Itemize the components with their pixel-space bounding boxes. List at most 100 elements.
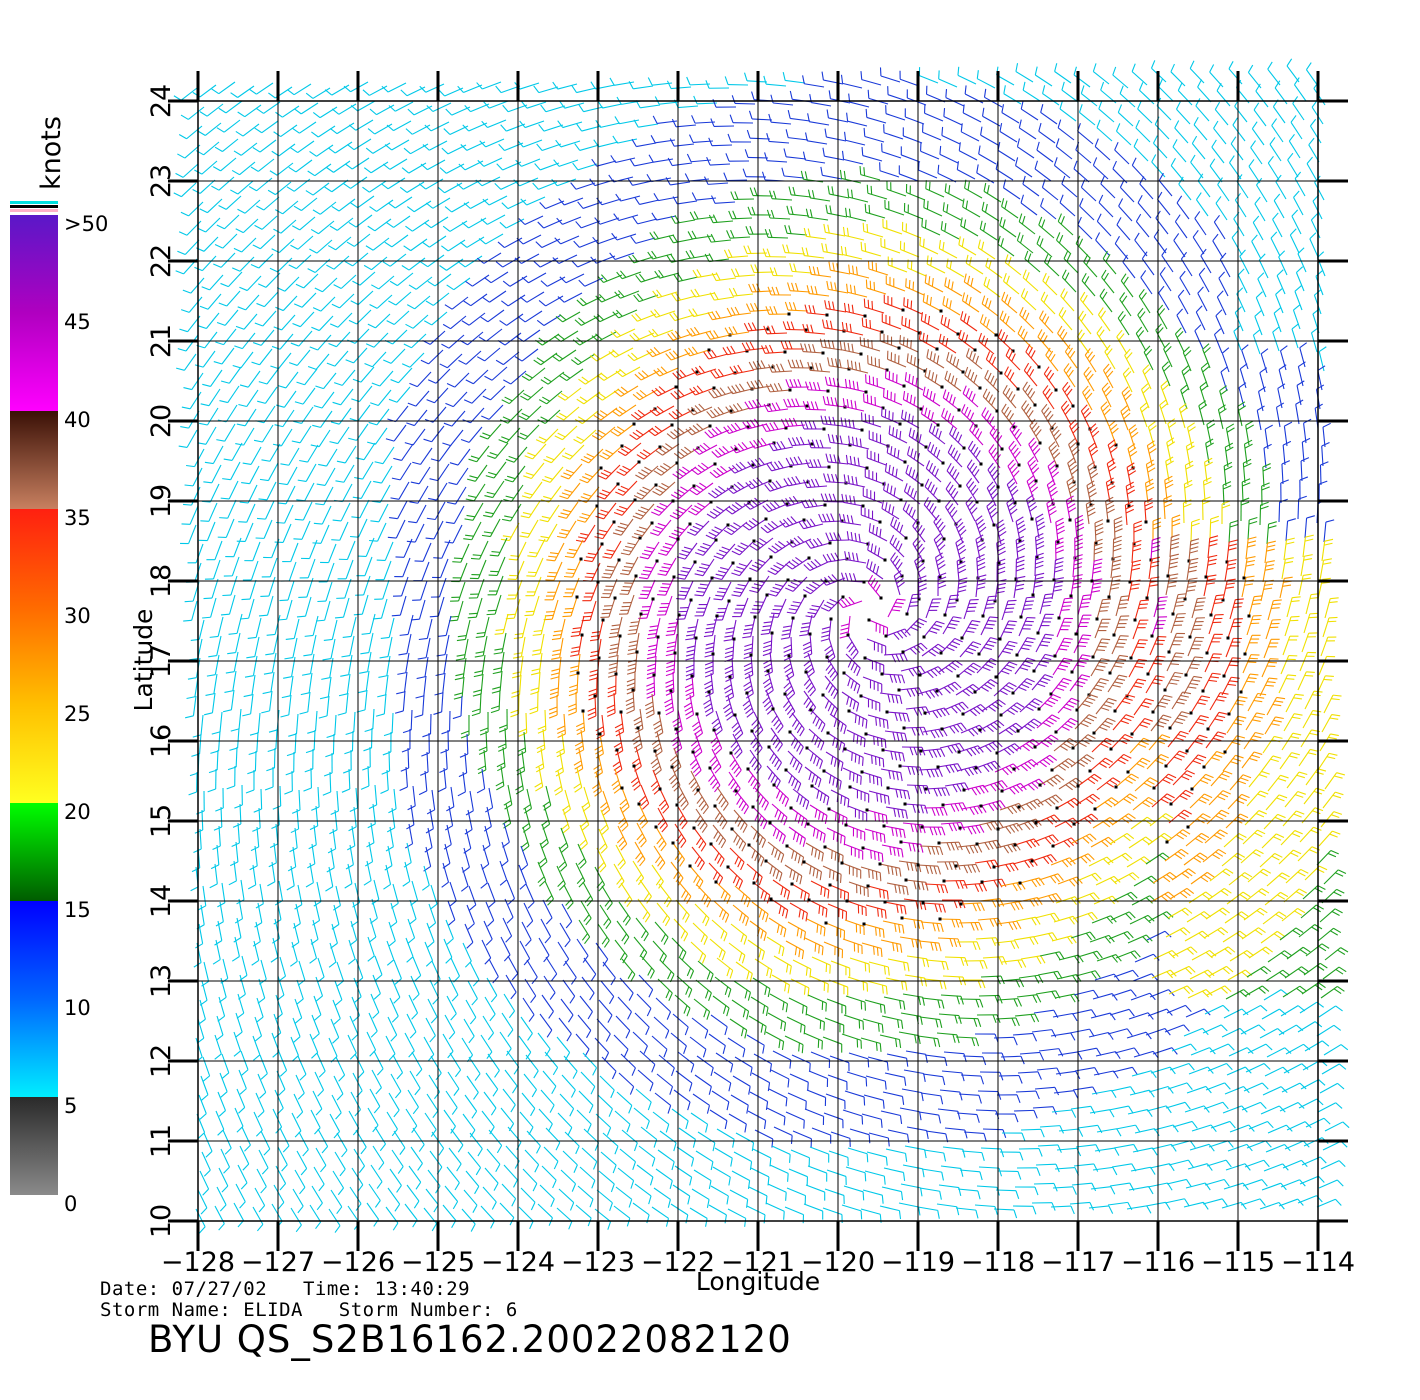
wind-barb	[659, 1055, 674, 1076]
wind-barb	[843, 398, 864, 411]
colorbar-tick-label: 30	[64, 604, 91, 628]
wind-barb	[1054, 157, 1070, 178]
wind-barb	[208, 636, 221, 657]
wind-barb	[1065, 345, 1077, 368]
wind-barb	[371, 994, 379, 1018]
wind-barb	[332, 199, 355, 211]
wind-barb	[557, 714, 565, 737]
wind-barb	[677, 1147, 694, 1167]
wind-barb	[330, 123, 354, 134]
wind-barb	[905, 108, 924, 124]
wind-barb	[402, 163, 426, 173]
wind-barb	[672, 119, 696, 127]
wind-barb	[637, 1165, 653, 1185]
wind-barb	[602, 559, 621, 578]
wind-barb	[622, 1130, 637, 1151]
wind-barb	[1033, 1107, 1056, 1115]
wind-barb	[767, 133, 789, 143]
wind-barb	[658, 1150, 674, 1170]
wind-barb	[1064, 363, 1075, 387]
wind-barb	[826, 454, 848, 464]
wind-barb	[1211, 771, 1232, 786]
wind-barb	[786, 1112, 804, 1129]
wind-barb	[865, 204, 885, 218]
wind-barb	[1171, 158, 1184, 181]
wind-barb	[849, 786, 869, 803]
wind-barb	[672, 938, 686, 960]
wind-barb	[406, 410, 427, 426]
wind-barb	[311, 126, 335, 137]
wind-barb	[713, 1167, 730, 1185]
wind-barb	[527, 960, 537, 984]
wind-barb	[1172, 1044, 1196, 1051]
wind-barb	[750, 438, 776, 448]
wind-barb	[1109, 655, 1128, 674]
wind-barb	[481, 310, 504, 322]
wind-barb	[888, 86, 907, 101]
wind-barb	[1076, 695, 1098, 712]
wind-barb	[617, 1092, 632, 1113]
wind-barb	[1160, 400, 1168, 424]
wind-barb	[518, 311, 542, 322]
wind-barb	[325, 85, 349, 95]
wind-barb	[1058, 326, 1070, 349]
wind-barb	[445, 525, 462, 543]
wind-barb	[1132, 541, 1141, 563]
wind-barb	[477, 253, 501, 263]
wind-barb	[1247, 791, 1268, 806]
wind-barb	[345, 864, 352, 888]
wind-barb	[925, 884, 948, 893]
wind-barb	[1070, 675, 1090, 691]
wind-barb	[1112, 1164, 1136, 1171]
wind-barb	[276, 1166, 286, 1190]
wind-barb	[1207, 1160, 1231, 1167]
wind-barb	[438, 616, 451, 636]
wind-barb	[372, 485, 390, 502]
wind-barb	[774, 956, 791, 974]
wind-barb	[712, 446, 738, 457]
wind-barb	[1168, 908, 1192, 918]
wind-barb	[273, 429, 292, 446]
wind-barb	[1055, 718, 1079, 733]
wind-barb	[426, 1018, 435, 1042]
wind-barb	[313, 202, 336, 214]
wind-barb	[695, 559, 714, 576]
wind-barb	[545, 881, 554, 905]
wind-barb	[634, 484, 657, 500]
wind-barb	[463, 943, 471, 967]
wind-barb	[223, 690, 234, 712]
wind-barb	[224, 443, 242, 460]
wind-barb	[352, 1168, 363, 1192]
wind-barb	[325, 180, 348, 192]
wind-barb	[262, 558, 277, 577]
wind-barb	[861, 242, 881, 256]
wind-barb	[1057, 232, 1071, 254]
wind-barb	[394, 558, 410, 577]
wind-barb	[1099, 101, 1114, 122]
wind-barb	[579, 278, 603, 286]
wind-barb	[295, 1170, 305, 1194]
wind-barb	[1273, 213, 1282, 237]
wind-barb	[928, 442, 945, 464]
wind-barb	[1251, 141, 1262, 164]
wind-barb	[615, 940, 627, 963]
wind-barb	[982, 202, 999, 221]
wind-barb	[412, 448, 432, 464]
wind-barb	[464, 294, 487, 306]
wind-barb	[1282, 908, 1305, 921]
wind-barb	[1029, 438, 1040, 462]
wind-barb	[460, 237, 484, 247]
wind-barb	[727, 866, 743, 889]
wind-barb	[1016, 517, 1026, 543]
wind-barb	[583, 563, 600, 581]
wind-barb	[413, 562, 429, 581]
wind-barb	[1203, 1199, 1227, 1206]
colorbar-tick-label: 10	[64, 996, 91, 1020]
wind-barb	[180, 525, 196, 544]
wind-barb	[679, 1128, 695, 1148]
wind-barb	[824, 846, 844, 865]
wind-barb	[537, 315, 561, 326]
wind-barb	[1284, 714, 1302, 731]
wind-barb	[847, 531, 869, 545]
wind-barb	[1306, 769, 1326, 785]
